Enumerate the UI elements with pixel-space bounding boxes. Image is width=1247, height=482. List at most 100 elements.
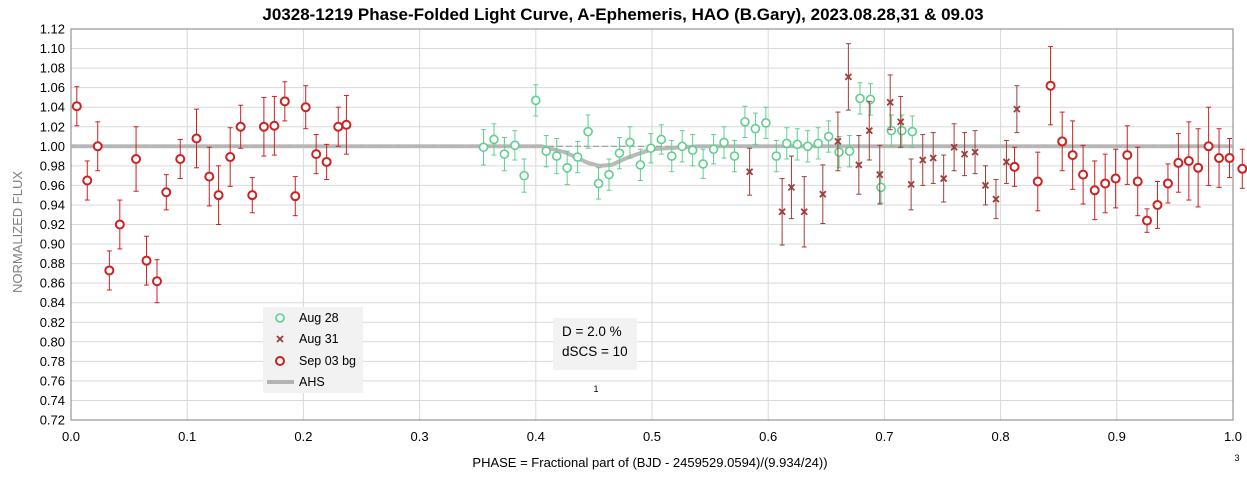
data-point [530, 95, 541, 106]
data-point-x [819, 190, 827, 198]
data-point [802, 141, 813, 152]
data-point [740, 117, 750, 127]
x-tick-label: 0.8 [992, 429, 1010, 444]
data-point [489, 134, 499, 145]
x-tick-label: 1.0 [1224, 429, 1242, 444]
data-point [551, 151, 562, 161]
data-point [876, 182, 886, 193]
data-point [258, 121, 269, 132]
small-note-3: 3 [1234, 453, 1239, 463]
data-point [604, 169, 614, 180]
data-point [204, 171, 215, 182]
data-point [834, 147, 844, 157]
data-point-x [971, 148, 979, 156]
data-point [1110, 173, 1121, 184]
y-tick-label: 0.96 [40, 178, 65, 193]
annotation-box: D = 2.0 % dSCS = 10 [553, 318, 637, 370]
data-point [708, 144, 719, 155]
x-tick-label: 0.4 [527, 429, 545, 444]
data-point [290, 191, 301, 202]
x-tick-label: 0.0 [62, 429, 80, 444]
plot-area-border [70, 28, 1234, 421]
data-point [92, 141, 103, 152]
grid-lines [70, 28, 1234, 421]
y-tick-label: 0.82 [40, 315, 65, 330]
data-point-x [940, 174, 948, 183]
data-point-x [960, 150, 969, 158]
data-point-x [787, 183, 796, 191]
series-aug-28 [478, 82, 918, 204]
legend: Aug 28 Aug 31 Sep 03 bg AHS [263, 307, 363, 393]
small-note-1: 1 [593, 384, 598, 394]
data-point [499, 149, 510, 159]
data-point [1142, 215, 1153, 226]
y-tick-label: 0.98 [40, 158, 65, 173]
data-point [572, 152, 583, 162]
legend-marker-aug31 [276, 335, 284, 343]
legend-label-aug31: Aug 31 [299, 332, 339, 346]
data-point [161, 187, 172, 198]
legend-marker-sep03 [275, 356, 285, 366]
data-point-stroke [919, 156, 927, 164]
data-point [687, 145, 698, 156]
data-point [907, 126, 918, 137]
data-point [510, 140, 520, 151]
data-point [1045, 80, 1056, 91]
data-point [677, 141, 688, 152]
x-tick-label: 0.6 [759, 429, 777, 444]
data-point [886, 125, 897, 136]
x-tick-label: 0.1 [178, 429, 196, 444]
y-tick-label: 1.02 [40, 119, 65, 134]
annotation-dscs: dSCS = 10 [562, 344, 628, 359]
y-tick-label: 0.92 [40, 217, 65, 232]
data-point [300, 102, 311, 113]
data-point-x [855, 161, 863, 169]
data-point-x [876, 171, 884, 179]
data-point [1078, 169, 1089, 180]
legend-label-sep03: Sep 03 bg [299, 354, 356, 368]
x-tick-label: 0.3 [411, 429, 429, 444]
data-point-stroke [778, 208, 786, 216]
series-layer [71, 43, 1247, 304]
series-aug-31 [745, 43, 1021, 248]
data-point [235, 121, 246, 132]
data-point [104, 265, 115, 276]
y-tick-label: 1.10 [40, 41, 65, 56]
data-point-x [844, 73, 853, 81]
data-point [656, 134, 667, 145]
data-point [321, 156, 332, 167]
data-point-stroke [992, 195, 1000, 203]
data-point [1089, 185, 1100, 196]
data-point-x [834, 137, 842, 146]
data-point [71, 101, 82, 112]
data-point [519, 170, 529, 181]
data-point [614, 148, 625, 158]
data-point [333, 121, 344, 132]
data-point-stroke [971, 148, 979, 156]
data-point [114, 219, 125, 230]
data-point-stroke [745, 168, 754, 176]
data-point [141, 255, 152, 266]
x-axis-title: PHASE = Fractional part of (BJD - 245952… [472, 455, 827, 470]
data-point-stroke [787, 183, 796, 191]
data-point-stroke [950, 143, 958, 151]
data-point-stroke [940, 174, 948, 183]
y-tick-label: 0.76 [40, 373, 65, 388]
data-point-stroke [865, 127, 873, 135]
legend-label-aug28: Aug 28 [299, 311, 339, 325]
data-point [781, 138, 792, 149]
data-point-stroke [907, 180, 915, 189]
x-tick-label: 0.2 [294, 429, 312, 444]
data-point [1067, 150, 1078, 161]
data-point [131, 154, 142, 165]
data-point [213, 190, 224, 201]
data-point-stroke [855, 161, 863, 169]
data-point [191, 133, 202, 144]
data-point-x [907, 180, 915, 189]
annotation-background [553, 318, 637, 370]
data-point-x [778, 208, 786, 216]
x-tick-label: 0.9 [1108, 429, 1126, 444]
